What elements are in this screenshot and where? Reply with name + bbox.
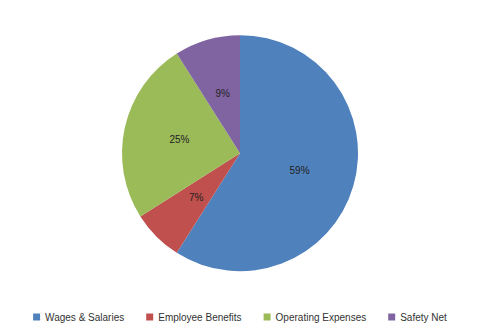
svg-text:7%: 7% [189,192,204,203]
svg-text:Operating Expenses: Operating Expenses [276,312,367,323]
svg-text:9%: 9% [215,88,230,99]
svg-text:Safety Net: Safety Net [400,312,447,323]
svg-text:25%: 25% [169,134,189,145]
svg-text:Employee Benefits: Employee Benefits [158,312,241,323]
svg-text:59%: 59% [290,165,310,176]
svg-text:Wages & Salaries: Wages & Salaries [45,312,124,323]
